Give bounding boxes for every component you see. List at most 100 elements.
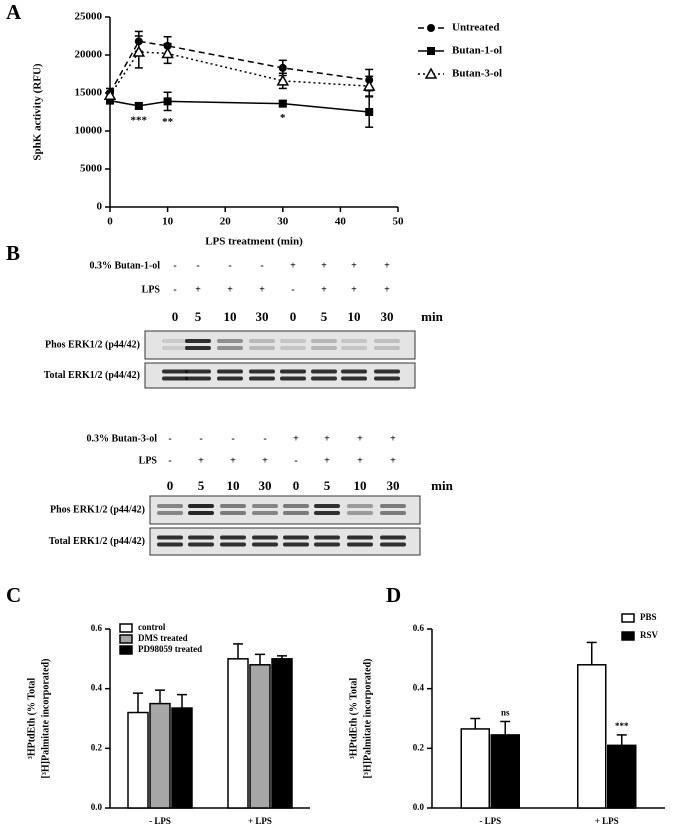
band xyxy=(252,542,278,547)
treatment-sign: - xyxy=(199,433,202,444)
band xyxy=(280,369,306,374)
band xyxy=(311,339,337,343)
y-tick-label: 15000 xyxy=(75,87,103,99)
legend-label: control xyxy=(138,622,166,632)
blot-row-label: Phos ERK1/2 (p44/42) xyxy=(45,339,140,350)
series-line xyxy=(109,99,370,113)
band xyxy=(347,542,373,547)
legend-label: Butan-3-ol xyxy=(452,68,502,80)
y-tick-label: 0.4 xyxy=(91,683,103,693)
legend-label: Butan-1-ol xyxy=(452,45,502,57)
significance: *** xyxy=(131,114,148,126)
treatment-sign: + xyxy=(390,433,396,444)
x-tick-label: 10 xyxy=(162,216,174,228)
bar xyxy=(460,728,490,809)
x-tick-label: + LPS xyxy=(248,816,272,826)
band xyxy=(311,369,337,374)
bar xyxy=(607,744,637,809)
x-tick-label: 0 xyxy=(107,216,113,228)
treatment-sign: - xyxy=(263,433,266,444)
data-point xyxy=(278,63,287,72)
panel-label: A xyxy=(6,0,22,24)
x-tick-label: 50 xyxy=(393,216,405,228)
bar xyxy=(127,711,149,809)
band xyxy=(188,511,214,515)
significance: ns xyxy=(501,708,510,718)
significance: * xyxy=(280,112,286,124)
panel-label: C xyxy=(6,583,21,607)
time-label: 30 xyxy=(256,309,269,324)
band xyxy=(314,542,340,547)
lps-sign: + xyxy=(227,284,233,295)
band xyxy=(249,369,275,374)
bar xyxy=(490,734,520,809)
blot xyxy=(144,330,416,360)
legend-swatch xyxy=(119,634,133,644)
treatment-sign: - xyxy=(168,433,171,444)
band xyxy=(220,511,246,515)
y-axis-label: ³HPtdEth (% Total xyxy=(348,678,359,760)
band xyxy=(252,535,278,540)
legend-marker xyxy=(427,47,435,55)
y-tick-label: 0.2 xyxy=(91,742,103,752)
bar xyxy=(149,702,171,809)
band xyxy=(283,511,309,515)
data-point xyxy=(278,99,287,108)
x-tick-label: - LPS xyxy=(479,816,501,826)
time-label: 0 xyxy=(290,309,297,324)
y-tick-label: 20000 xyxy=(75,49,103,61)
data-point xyxy=(362,79,376,91)
legend-marker xyxy=(424,67,438,79)
lps-sign: - xyxy=(173,284,176,295)
band xyxy=(283,542,309,547)
series-line xyxy=(109,40,370,94)
lps-sign: + xyxy=(390,455,396,466)
lps-sign: - xyxy=(168,455,171,466)
band xyxy=(185,346,211,350)
legend-swatch xyxy=(119,623,133,633)
significance: ** xyxy=(162,116,174,128)
legend-swatch xyxy=(621,613,635,623)
band xyxy=(217,346,243,350)
blot xyxy=(149,495,421,525)
y-tick-label: 0.6 xyxy=(413,623,425,633)
time-label: 10 xyxy=(227,478,240,493)
x-tick-label: 40 xyxy=(335,216,347,228)
legend-label: RSV xyxy=(640,630,659,640)
time-label: 10 xyxy=(354,478,367,493)
bar xyxy=(227,658,249,809)
time-label: 5 xyxy=(324,478,331,493)
data-point xyxy=(163,97,172,106)
band xyxy=(162,339,188,343)
band xyxy=(341,346,367,350)
band xyxy=(252,504,278,508)
treatment-sign: + xyxy=(357,433,363,444)
x-axis-label: LPS treatment (min) xyxy=(205,236,303,248)
band xyxy=(280,339,306,343)
y-tick-label: 0.2 xyxy=(413,742,425,752)
band xyxy=(185,339,211,343)
band xyxy=(217,376,243,381)
band xyxy=(217,369,243,374)
series-line xyxy=(109,51,370,96)
blot xyxy=(144,362,416,389)
treatment-label: 0.3% Butan-1-ol xyxy=(89,260,160,271)
band xyxy=(157,511,183,515)
data-point xyxy=(276,74,290,86)
blot-row-label: Total ERK1/2 (p44/42) xyxy=(44,370,140,381)
band xyxy=(162,369,188,374)
legend-label: Untreated xyxy=(452,22,499,34)
time-label: 30 xyxy=(387,478,400,493)
band xyxy=(311,376,337,381)
band xyxy=(341,339,367,343)
data-point xyxy=(161,46,174,59)
data-point xyxy=(134,101,143,110)
legend-label: PBS xyxy=(640,612,657,622)
band xyxy=(283,504,309,508)
band xyxy=(314,504,340,508)
y-tick-label: 5000 xyxy=(80,163,103,175)
band xyxy=(280,376,306,381)
lps-sign: + xyxy=(321,284,327,295)
y-axis-label: ³HPtdEth (% Total xyxy=(26,678,37,760)
